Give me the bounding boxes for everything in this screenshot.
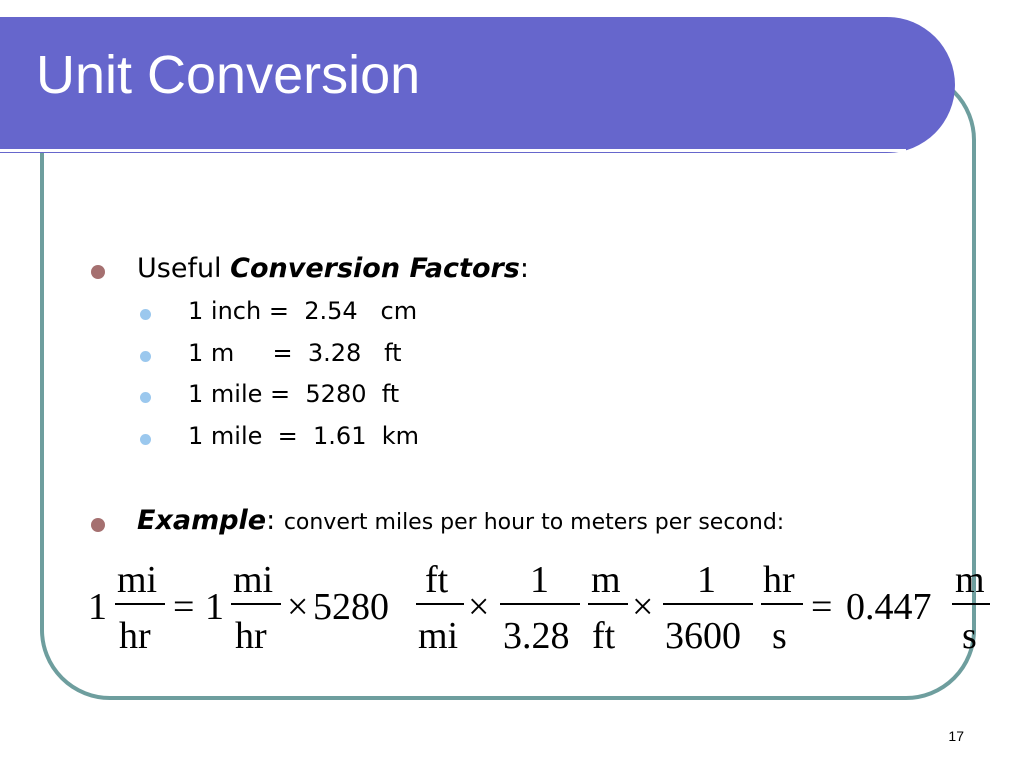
bullet-conversion-factors: Useful Conversion Factors: xyxy=(137,253,529,284)
sub-item-value: 1.61 xyxy=(313,422,367,450)
sub-item-value: 3.28 xyxy=(307,339,362,367)
sub-item: 1 inch = 2.54 cm xyxy=(188,297,417,325)
fraction-numerator: mi xyxy=(117,559,158,601)
fraction-bar xyxy=(663,603,753,605)
fraction-denominator: ft xyxy=(592,615,616,657)
page-number: 17 xyxy=(948,728,964,744)
fraction-bar xyxy=(952,603,990,605)
sub-bullet-dot xyxy=(140,392,151,403)
bullet-dot xyxy=(91,518,105,532)
slide-title: Unit Conversion xyxy=(36,45,421,105)
fraction-bar xyxy=(416,603,464,605)
fraction-bar xyxy=(500,603,580,605)
fraction-numerator: m xyxy=(591,559,621,601)
sub-item: 1 mile = 1.61 km xyxy=(188,422,419,450)
sub-item-unit: km xyxy=(381,422,420,450)
bullet-text: convert miles per hour to meters per sec… xyxy=(283,510,785,535)
fraction-numerator: 1 xyxy=(530,559,549,601)
sub-bullet-dot xyxy=(140,434,151,445)
eq-lead: 1 xyxy=(205,586,224,628)
fraction-bar xyxy=(761,603,803,605)
sub-item-unit: cm xyxy=(380,297,418,325)
sub-item-lhs: 1 mile xyxy=(188,380,263,408)
fraction-numerator: hr xyxy=(763,559,795,601)
sub-bullet-dot xyxy=(140,309,151,320)
eq-times: × xyxy=(287,586,309,628)
fraction-denominator: 3.28 xyxy=(503,615,570,657)
fraction-denominator: mi xyxy=(418,615,459,657)
fraction-denominator: s xyxy=(772,615,787,657)
sub-item: 1 m = 3.28 ft xyxy=(188,339,402,367)
sub-item-eq: = xyxy=(270,380,291,408)
sub-item-eq: = xyxy=(277,422,298,450)
sub-item-lhs: 1 m xyxy=(188,339,235,367)
sub-item: 1 mile = 5280 ft xyxy=(188,380,399,408)
fraction-bar xyxy=(115,603,165,605)
sub-bullet-dot xyxy=(140,351,151,362)
fraction-numerator: m xyxy=(955,559,985,601)
eq-multiplier: 5280 xyxy=(313,586,389,628)
sub-item-unit: ft xyxy=(381,380,400,408)
bullet-prefix: Useful xyxy=(137,253,231,284)
sub-item-eq: = xyxy=(268,297,289,325)
eq-lead: 1 xyxy=(88,586,107,628)
sub-item-lhs: 1 inch xyxy=(188,297,262,325)
sub-item-value: 2.54 xyxy=(304,297,358,325)
fraction-numerator: ft xyxy=(425,559,449,601)
fraction-denominator: hr xyxy=(119,615,151,657)
title-bar xyxy=(0,17,955,153)
bullet-example: Example: convert miles per hour to meter… xyxy=(137,505,784,536)
sub-item-lhs: 1 mile xyxy=(188,422,263,450)
eq-times: × xyxy=(632,586,654,628)
fraction-numerator: mi xyxy=(233,559,274,601)
fraction-numerator: 1 xyxy=(697,559,716,601)
eq-result: 0.447 xyxy=(846,586,932,628)
fraction-denominator: s xyxy=(962,615,977,657)
fraction-denominator: hr xyxy=(235,615,267,657)
bullet-suffix: : xyxy=(519,253,529,284)
fraction-denominator: 3600 xyxy=(665,615,741,657)
bullet-emphasis: Example xyxy=(137,505,267,536)
fraction-bar xyxy=(588,603,628,605)
bullet-dot xyxy=(91,265,105,279)
eq-equals: = xyxy=(811,586,833,628)
sub-item-eq: = xyxy=(272,339,293,367)
bullet-emphasis: Conversion Factors xyxy=(230,253,520,284)
title-rule xyxy=(0,149,906,152)
eq-times: × xyxy=(468,586,490,628)
fraction-bar xyxy=(231,603,281,605)
eq-equals: = xyxy=(173,586,195,628)
sub-item-value: 5280 xyxy=(305,380,367,408)
bullet-colon: : xyxy=(266,505,276,536)
sub-item-unit: ft xyxy=(384,339,402,367)
